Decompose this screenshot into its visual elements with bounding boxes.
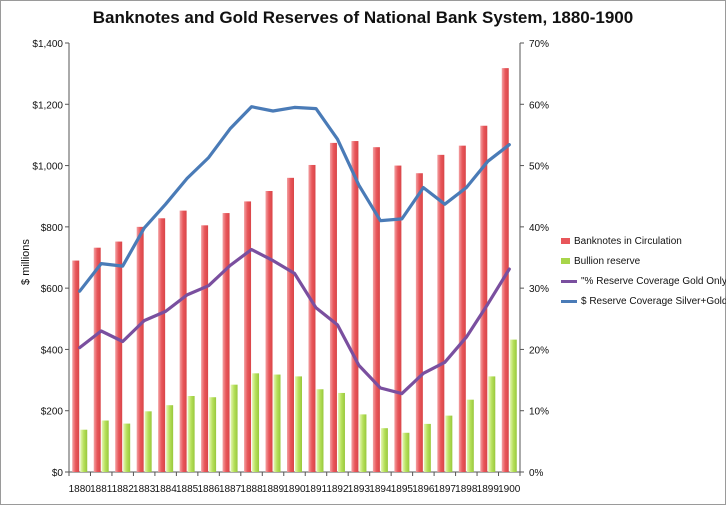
bar-bullion: [337, 392, 345, 472]
legend-swatch-bullion: [561, 258, 570, 265]
bar-bullion: [187, 396, 195, 472]
bar-bullion: [380, 428, 388, 472]
legend-label-banknotes: Banknotes in Circulation: [574, 236, 682, 247]
bar-bullion: [466, 399, 474, 472]
x-tick-label: 1900: [498, 484, 521, 495]
bar-banknotes: [329, 142, 337, 472]
legend-item-bullion: Bullion reserve: [561, 256, 726, 276]
y-tick-label: $1,400: [32, 39, 63, 50]
chart-title: Banknotes and Gold Reserves of National …: [92, 8, 634, 27]
bar-banknotes: [158, 218, 166, 472]
x-tick-label: 1895: [391, 484, 414, 495]
x-tick-label: 1887: [219, 484, 242, 495]
x-tick-label: 1889: [262, 484, 285, 495]
bar-banknotes: [501, 68, 509, 473]
x-tick-label: 1890: [283, 484, 306, 495]
x-tick-label: 1883: [133, 484, 156, 495]
bar-bullion: [488, 376, 496, 472]
legend-swatch-banknotes: [561, 238, 570, 245]
y2-tick-label: 60%: [529, 100, 549, 111]
bar-bullion: [316, 389, 324, 472]
x-tick-label: 1898: [455, 484, 478, 495]
x-tick-label: 1897: [434, 484, 457, 495]
bar-banknotes: [372, 147, 380, 472]
x-tick-label: 1892: [326, 484, 349, 495]
x-tick-label: 1880: [69, 484, 92, 495]
bar-banknotes: [222, 213, 230, 472]
bar-bullion: [273, 374, 281, 472]
legend-item-banknotes: Banknotes in Circulation: [561, 236, 726, 256]
x-tick-label: 1894: [369, 484, 392, 495]
line-gold-coverage: [78, 247, 511, 396]
bar-banknotes: [394, 165, 402, 473]
x-tick-label: 1891: [305, 484, 328, 495]
x-tick-label: 1884: [155, 484, 178, 495]
y-tick-label: $400: [41, 345, 64, 356]
bar-banknotes: [308, 164, 316, 473]
legend-swatch-silver-gold-coverage: [561, 299, 577, 303]
x-tick-label: 1882: [112, 484, 135, 495]
y2-tick-label: 50%: [529, 162, 549, 173]
line-silver-gold-coverage: [78, 105, 511, 293]
y2-tick-label: 30%: [529, 284, 549, 295]
x-tick-label: 1896: [412, 484, 435, 495]
x-tick-label: 1886: [197, 484, 220, 495]
bar-banknotes: [415, 173, 423, 472]
bar-bullion: [423, 423, 431, 472]
bar-banknotes: [72, 260, 80, 472]
y-tick-label: $600: [41, 284, 64, 295]
legend-item-silver-gold-coverage: $ Reserve Coverage Silver+Gold: [561, 296, 726, 316]
bar-banknotes: [244, 201, 252, 472]
bar-bullion: [209, 397, 217, 472]
y2-tick-label: 70%: [529, 39, 549, 50]
y-tick-label: $1,000: [32, 162, 63, 173]
bar-banknotes: [351, 141, 359, 473]
bar-bullion: [80, 429, 88, 472]
x-tick-label: 1893: [348, 484, 371, 495]
y-tick-label: $200: [41, 407, 64, 418]
bar-bullion: [123, 423, 131, 472]
legend-label-gold-coverage: "% Reserve Coverage Gold Only": [581, 276, 726, 287]
bar-banknotes: [115, 241, 123, 472]
x-tick-label: 1881: [90, 484, 113, 495]
bar-banknotes: [93, 247, 101, 472]
bar-bullion: [230, 384, 238, 472]
y-tick-label: $800: [41, 223, 64, 234]
legend-swatch-gold-coverage: [561, 279, 577, 283]
bar-banknotes: [458, 145, 466, 472]
legend-item-gold-coverage: "% Reserve Coverage Gold Only": [561, 276, 726, 296]
x-tick-label: 1888: [240, 484, 263, 495]
bar-bullion: [144, 411, 152, 472]
bar-banknotes: [287, 177, 294, 473]
legend-label-silver-gold-coverage: $ Reserve Coverage Silver+Gold: [581, 296, 726, 307]
bar-bullion: [101, 420, 109, 472]
bar-bullion: [252, 373, 260, 472]
bar-bullion: [509, 339, 517, 472]
bar-banknotes: [136, 226, 144, 472]
bar-bullion: [402, 432, 410, 472]
x-tick-label: 1885: [176, 484, 199, 495]
bar-bullion: [445, 415, 453, 472]
y2-tick-label: 0%: [529, 468, 544, 479]
legend: Banknotes in Circulation Bullion reserve…: [561, 236, 726, 316]
x-tick-label: 1899: [477, 484, 500, 495]
bar-banknotes: [201, 225, 209, 472]
bar-bullion: [166, 405, 174, 472]
y2-tick-label: 40%: [529, 223, 549, 234]
y-tick-label: $1,200: [32, 100, 63, 111]
bar-banknotes: [179, 210, 187, 472]
y2-tick-label: 10%: [529, 407, 549, 418]
bar-banknotes: [265, 191, 273, 472]
bar-banknotes: [480, 125, 488, 472]
bar-bullion: [295, 376, 302, 472]
legend-label-bullion: Bullion reserve: [574, 256, 641, 267]
bar-banknotes: [437, 154, 445, 472]
y2-tick-label: 20%: [529, 345, 549, 356]
bar-bullion: [359, 414, 367, 472]
y-tick-label: $0: [52, 468, 64, 479]
